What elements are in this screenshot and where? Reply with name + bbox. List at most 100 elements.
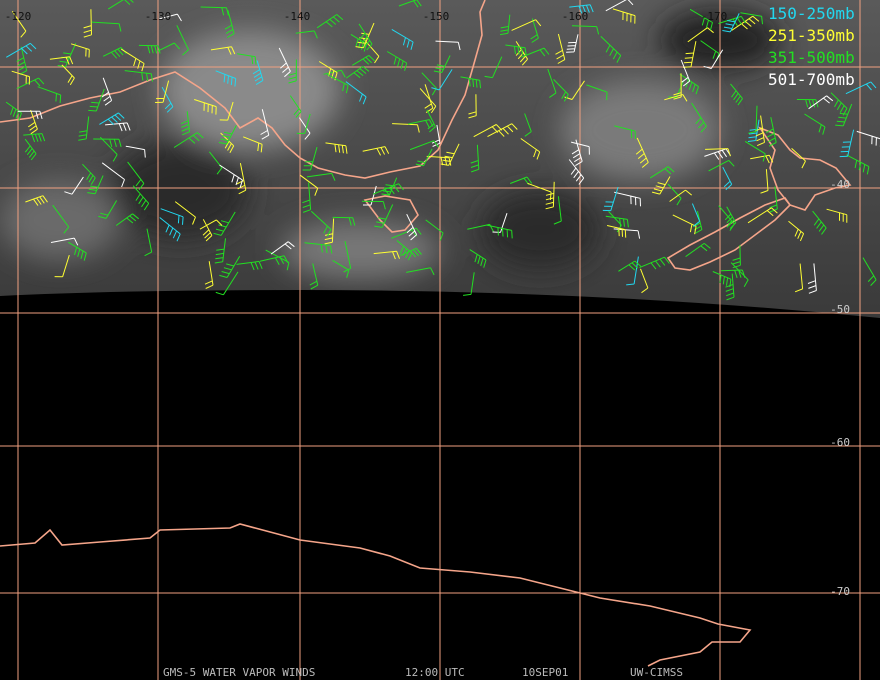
- wind-barb: [355, 22, 375, 49]
- legend: 150-250mb 251-350mb 351-500mb 501-700mb: [768, 4, 855, 89]
- latitude-label: -60: [830, 436, 850, 449]
- wind-barb: [846, 154, 870, 175]
- wind-barb: [566, 34, 579, 53]
- wind-barb: [124, 70, 153, 82]
- wind-barb: [28, 109, 38, 135]
- wind-barb: [862, 257, 877, 286]
- wind-barb: [161, 86, 174, 113]
- wind-barb: [332, 216, 356, 226]
- wind-barb: [433, 55, 451, 73]
- wind-barb: [219, 255, 241, 278]
- longitude-label: -160: [562, 10, 589, 23]
- wind-barb: [352, 54, 375, 66]
- wind-barb: [302, 146, 318, 171]
- wind-barb: [685, 242, 711, 258]
- wind-barb: [199, 219, 223, 230]
- wind-barb: [176, 25, 189, 56]
- wind-barb: [396, 240, 413, 261]
- wind-barb: [704, 148, 731, 160]
- wind-barb: [730, 262, 749, 287]
- latitude-label: -40: [830, 178, 850, 191]
- wind-barb: [54, 254, 70, 278]
- wind-barb: [505, 44, 527, 56]
- wind-barb: [326, 73, 349, 94]
- wind-barb: [672, 214, 697, 235]
- footer: GMS-5 WATER VAPOR WINDS 12:00 UTC 10SEP01 U…: [163, 666, 683, 679]
- wind-barb: [740, 12, 763, 25]
- footer-text: GMS-5 WATER VAPOR WINDS: [163, 666, 315, 679]
- wind-barb: [107, 0, 134, 10]
- wind-barb: [468, 94, 477, 119]
- wind-barb: [52, 204, 70, 234]
- wind-barb: [708, 159, 735, 172]
- wind-barb: [730, 83, 743, 106]
- wind-barb: [689, 8, 713, 31]
- wind-barb: [424, 84, 434, 114]
- wind-barb: [680, 59, 691, 87]
- wind-barb: [398, 0, 422, 8]
- wind-barb: [99, 136, 118, 162]
- wind-barb: [486, 224, 513, 239]
- wind-barb: [553, 196, 562, 225]
- wind-barb: [6, 42, 37, 58]
- wind-barb: [213, 211, 236, 236]
- wind-barb: [732, 244, 741, 269]
- wind-barb: [569, 4, 594, 14]
- wind-barb: [826, 208, 848, 223]
- wind-barb: [332, 259, 350, 278]
- wind-barb: [435, 40, 461, 51]
- legend-entry: 501-700mb: [768, 70, 855, 89]
- wind-barb: [215, 271, 239, 296]
- wind-barb: [612, 8, 636, 24]
- wind-barb: [16, 46, 28, 75]
- longitude-label: -170: [701, 10, 728, 23]
- wind-barb: [669, 189, 693, 202]
- wind-barb: [431, 69, 453, 91]
- wind-barb: [17, 110, 43, 120]
- wind-barb: [769, 186, 778, 213]
- wind-barb: [469, 249, 487, 268]
- wind-barb: [115, 213, 140, 226]
- wind-barb: [639, 256, 670, 270]
- wind-barb: [373, 250, 400, 260]
- wind-barb: [613, 228, 641, 239]
- wind-barb: [138, 44, 161, 54]
- wind-barb: [49, 56, 74, 65]
- wind-barb: [361, 200, 386, 210]
- wind-barb: [202, 219, 213, 242]
- wind-barb: [419, 88, 437, 114]
- wind-barb: [812, 210, 827, 235]
- wind-barb: [426, 109, 436, 133]
- wind-barb: [101, 77, 113, 106]
- wind-barb: [64, 176, 84, 195]
- longitude-label: -120: [5, 10, 32, 23]
- wind-barb: [237, 53, 257, 65]
- wind-barb: [101, 162, 125, 188]
- legend-entry: 150-250mb: [768, 4, 855, 23]
- wind-barb: [144, 228, 153, 257]
- wind-barb: [415, 148, 433, 167]
- wind-barb: [705, 148, 731, 157]
- wind-barb: [691, 203, 701, 227]
- wind-barb: [605, 0, 634, 12]
- wind-barb: [346, 65, 370, 79]
- wind-barb: [180, 111, 191, 136]
- wind-barb: [521, 47, 550, 58]
- wind-barb: [214, 238, 226, 264]
- wind-barb: [298, 117, 311, 140]
- wind-barb: [691, 102, 707, 133]
- wind-barb: [718, 15, 747, 26]
- wind-barb: [325, 142, 348, 154]
- wind-barb: [37, 86, 62, 104]
- wind-barb: [473, 124, 503, 138]
- wind-barb: [440, 143, 460, 166]
- wind-barb: [343, 240, 352, 273]
- wind-barb: [839, 129, 855, 158]
- wind-barb: [673, 73, 682, 100]
- wind-barb: [804, 113, 826, 135]
- wind-barb: [682, 41, 697, 68]
- wind-barb: [372, 183, 404, 197]
- wind-barb: [667, 183, 682, 206]
- wind-barb: [555, 33, 566, 64]
